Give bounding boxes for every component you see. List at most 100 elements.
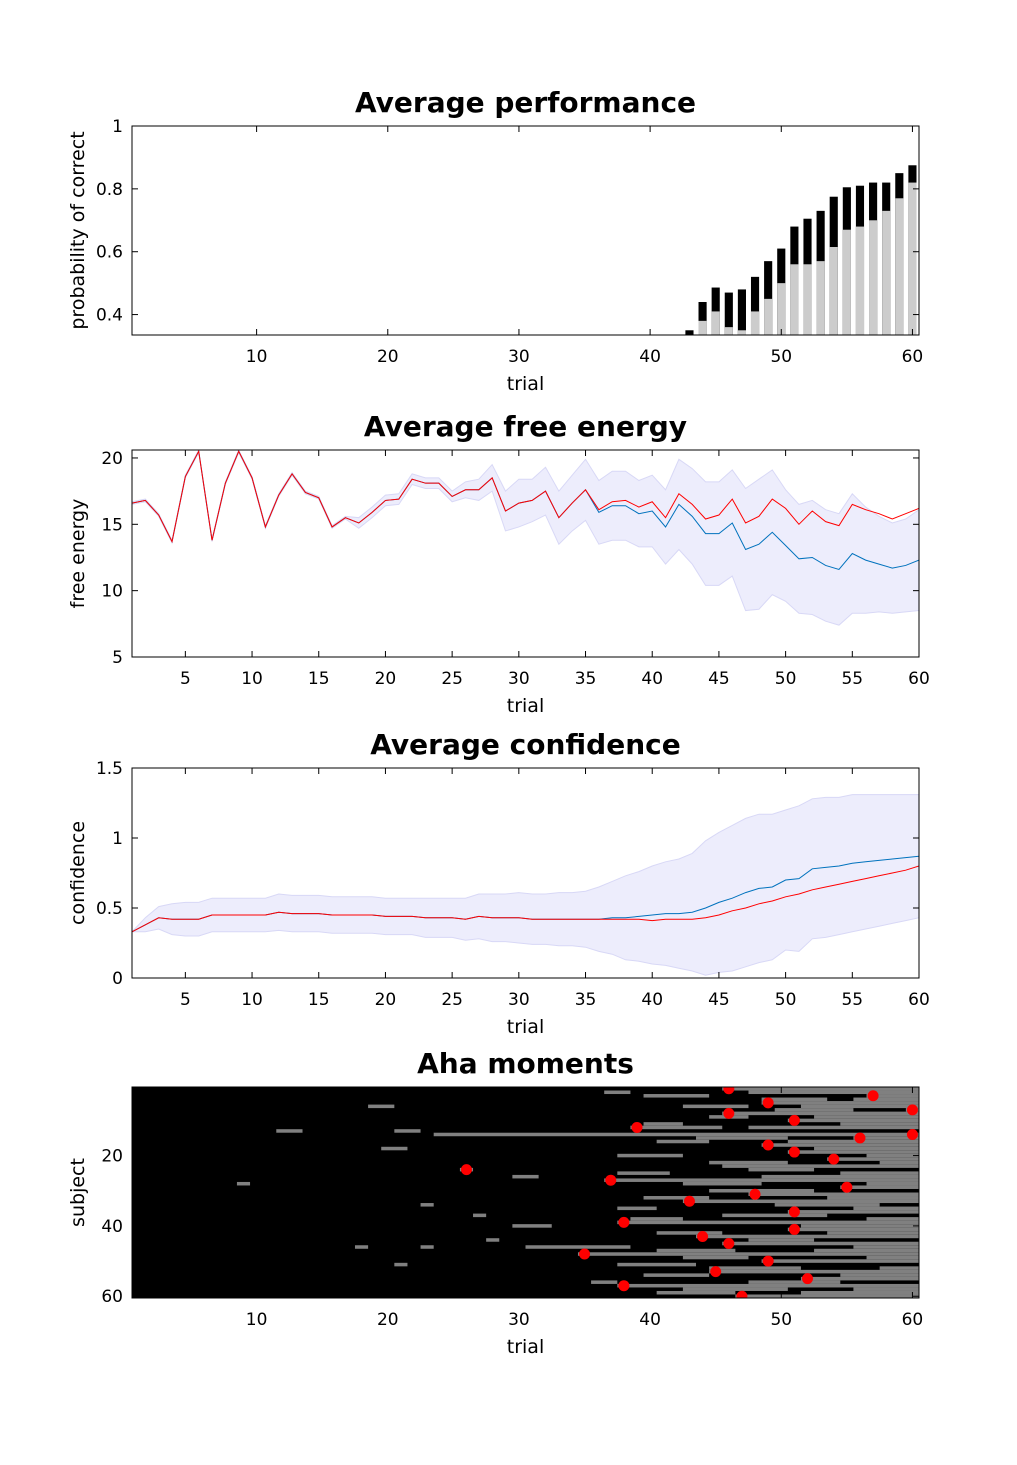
x-tick-label: 25 (441, 990, 463, 1010)
x-tick-label: 30 (508, 669, 530, 689)
aha-point (762, 1097, 774, 1109)
aha-point (841, 1181, 853, 1193)
gray-run (682, 1199, 919, 1204)
bar (908, 182, 917, 335)
gray-run (800, 1276, 919, 1281)
gray-run (354, 1245, 369, 1249)
gray-run (761, 1174, 919, 1179)
gray-run (866, 1255, 919, 1260)
aha-point (723, 1237, 735, 1249)
gray-run (722, 1241, 919, 1246)
bar (882, 210, 891, 335)
x-tick-label: 50 (770, 1310, 792, 1330)
gray-run (368, 1104, 395, 1109)
bar (895, 198, 904, 335)
gray-run (748, 1192, 919, 1197)
x-tick-label: 40 (641, 669, 663, 689)
aha-point (906, 1128, 918, 1140)
bar (711, 287, 720, 335)
x-tick-label: 40 (639, 1310, 661, 1330)
aha-point (762, 1255, 774, 1267)
subplot: Average performance trial probability of c… (67, 86, 923, 395)
x-tick-label: 15 (308, 990, 330, 1010)
gray-run (604, 1090, 631, 1095)
gray-run (617, 1153, 683, 1158)
gray-run (643, 1094, 710, 1098)
subplot-title: Average confidence (370, 728, 680, 761)
gray-run (617, 1283, 919, 1288)
gray-run (853, 1136, 919, 1140)
error-band (132, 450, 919, 626)
x-axis-label: trial (507, 373, 544, 395)
subplot: Aha moments trial subject 10 20 30 40 50 60 20 40 6… (67, 1047, 923, 1358)
x-tick-label: 15 (308, 669, 330, 689)
aha-point (854, 1132, 866, 1144)
y-axis-label: confidence (67, 821, 89, 925)
plot-area (132, 1087, 919, 1298)
aha-point (788, 1206, 800, 1218)
gray-run (735, 1294, 919, 1298)
gray-run (643, 1122, 683, 1126)
gray-run (709, 1188, 815, 1193)
bar (764, 298, 773, 335)
gray-run (381, 1146, 408, 1151)
aha-point (788, 1223, 800, 1235)
bar (829, 247, 838, 335)
y-tick-label: 0.4 (96, 306, 123, 326)
subplot-title: Average free energy (364, 410, 687, 443)
gray-run (617, 1262, 697, 1267)
bar (855, 226, 865, 335)
gray-run (682, 1181, 762, 1186)
gray-run (486, 1238, 500, 1242)
gray-run (840, 1171, 919, 1175)
gray-run (577, 1252, 919, 1256)
axes-frame (131, 767, 920, 979)
bar (698, 302, 707, 335)
gray-run (787, 1227, 919, 1232)
bar (790, 264, 799, 335)
gray-run (617, 1171, 670, 1175)
gray-run (512, 1224, 552, 1228)
aha-point (749, 1188, 761, 1200)
gray-run (774, 1108, 854, 1112)
gray-run (682, 1287, 788, 1291)
gray-run (236, 1181, 251, 1186)
aha-point (906, 1104, 918, 1116)
axes-frame (131, 449, 920, 658)
y-tick-label: 1.5 (96, 759, 123, 779)
gray-run (656, 1248, 736, 1253)
gray-run (696, 1136, 788, 1140)
bar (803, 264, 812, 335)
gray-run (420, 1245, 434, 1249)
bar (869, 220, 878, 335)
gray-run (656, 1290, 736, 1295)
bar (842, 229, 851, 335)
aha-point (867, 1090, 879, 1102)
x-tick-label: 10 (246, 347, 268, 367)
gray-run (866, 1217, 919, 1221)
gray-run (722, 1111, 919, 1116)
gray-run (761, 1143, 919, 1147)
x-tick-label: 10 (246, 1310, 268, 1330)
gray-run (853, 1097, 919, 1102)
gray-run (761, 1101, 919, 1105)
axes-frame (131, 125, 920, 336)
plot-area (132, 794, 919, 976)
x-tick-label: 55 (841, 990, 863, 1010)
x-tick-label: 50 (775, 669, 797, 689)
x-tick-label: 40 (639, 347, 661, 367)
aha-point (762, 1139, 774, 1151)
gray-run (630, 1125, 723, 1130)
bar (777, 283, 786, 335)
gray-run (682, 1104, 749, 1109)
gray-run (420, 1203, 434, 1207)
y-axis-label: subject (67, 1158, 89, 1227)
aha-point (723, 1087, 735, 1095)
gray-run (473, 1213, 487, 1218)
gray-run (394, 1262, 408, 1267)
x-tick-label: 20 (377, 1310, 399, 1330)
gray-run (394, 1129, 421, 1133)
gray-run (748, 1238, 815, 1242)
y-tick-label: 1 (112, 117, 123, 137)
